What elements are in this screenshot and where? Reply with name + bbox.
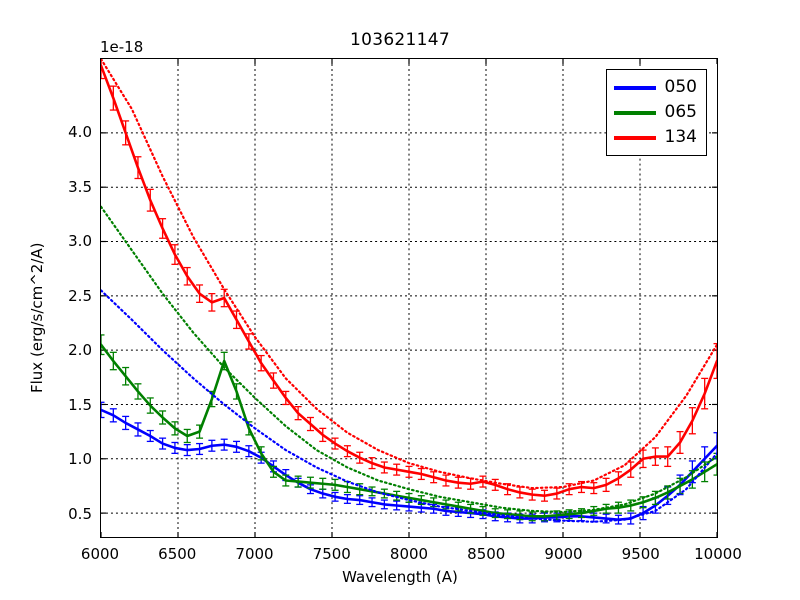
legend-label: 134 xyxy=(664,127,697,147)
y-tick-label: 0.5 xyxy=(68,505,92,523)
x-tick-label: 9000 xyxy=(544,545,583,563)
x-tick-label: 8000 xyxy=(389,545,429,563)
y-tick-label: 2.0 xyxy=(68,341,92,360)
y-tick-label: 4.0 xyxy=(68,123,92,142)
legend-swatch-icon xyxy=(613,135,656,140)
series-134 xyxy=(101,59,717,502)
legend-label: 050 xyxy=(664,77,697,97)
legend[interactable]: 050 065 134 xyxy=(605,69,707,156)
plot-svg xyxy=(101,59,717,537)
y-tick-label: 2.5 xyxy=(68,286,92,305)
x-tick-label: 10000 xyxy=(694,545,742,563)
y-tick-label: 1.0 xyxy=(68,450,92,469)
y-axis-offset-label: 1e-18 xyxy=(100,38,144,56)
data-series-layer xyxy=(101,59,717,525)
legend-item-065[interactable]: 065 xyxy=(613,100,697,125)
legend-swatch-icon xyxy=(613,85,656,90)
x-tick-label: 6000 xyxy=(80,545,120,563)
x-tick-label: 7500 xyxy=(312,545,351,563)
series-065-model xyxy=(101,205,717,514)
legend-item-050[interactable]: 050 xyxy=(613,75,697,100)
y-axis-label: Flux (erg/s/cm^2/A) xyxy=(28,242,46,393)
x-tick-label: 7000 xyxy=(235,545,274,563)
y-tick-label: 1.5 xyxy=(68,395,92,414)
legend-item-134[interactable]: 134 xyxy=(613,125,697,150)
y-tick-label: 3.5 xyxy=(68,177,92,196)
series-050-model xyxy=(101,289,717,523)
x-tick-label: 6500 xyxy=(158,545,197,563)
series-134-model xyxy=(101,59,717,490)
y-tick-label: 3.0 xyxy=(68,232,92,251)
chart-title: 103621147 xyxy=(349,30,451,50)
x-tick-label: 8500 xyxy=(467,545,506,563)
legend-label: 065 xyxy=(664,102,697,122)
plot-area: 050 065 134 xyxy=(100,58,718,538)
legend-swatch-icon xyxy=(613,110,656,115)
x-axis-label: Wavelength (A) xyxy=(342,568,458,586)
x-tick-label: 9500 xyxy=(621,545,660,563)
